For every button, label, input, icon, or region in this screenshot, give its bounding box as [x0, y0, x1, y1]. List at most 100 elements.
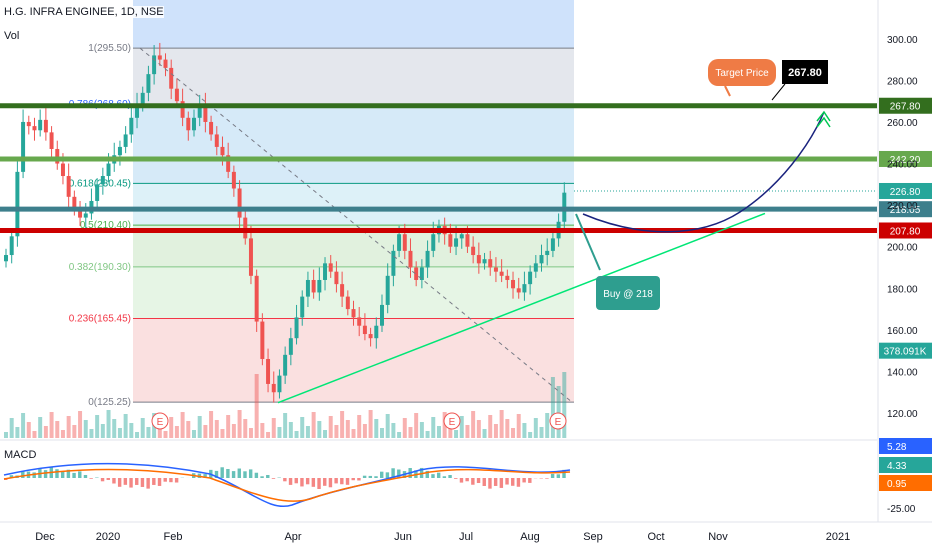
- macd-histogram-bar: [425, 470, 429, 478]
- price-tag-extra-bg-0: [879, 182, 932, 199]
- macd-histogram-bar: [260, 476, 264, 478]
- volume-bar: [351, 429, 356, 438]
- candle-body: [174, 88, 179, 102]
- volume-bar: [328, 416, 333, 438]
- support-trendline[interactable]: [277, 212, 766, 404]
- candle-body: [283, 354, 288, 376]
- volume-label: Vol: [4, 30, 20, 42]
- volume-bar: [556, 386, 561, 438]
- earnings-marker-2[interactable]: [549, 412, 567, 430]
- macd-histogram-bar: [60, 471, 65, 478]
- candle-body: [237, 188, 242, 218]
- macd-histogram-bar: [129, 478, 133, 488]
- volume-bar: [391, 423, 396, 438]
- macd-histogram-bar: [550, 473, 555, 478]
- candle-body: [123, 134, 128, 147]
- macd-histogram-bar: [157, 478, 162, 486]
- volume-bar: [294, 431, 299, 438]
- macd-histogram-bar: [106, 478, 110, 480]
- volume-bar: [465, 425, 470, 438]
- earnings-marker-0[interactable]: [151, 412, 169, 430]
- macd-histogram-bar: [431, 474, 435, 478]
- buy-callout-label: Buy @ 218: [603, 289, 653, 300]
- volume-bar: [26, 422, 31, 438]
- macd-histogram-bar: [556, 474, 561, 478]
- candle-body: [32, 126, 37, 131]
- target-arrow-icon: [816, 110, 831, 128]
- macd-histogram-bar: [146, 478, 150, 489]
- macd-histogram-bar: [112, 478, 116, 484]
- volume-bar: [95, 415, 100, 438]
- candle-body: [380, 304, 384, 326]
- volume-bar: [174, 426, 179, 438]
- volume-bar: [72, 425, 77, 438]
- volume-bar: [277, 427, 282, 438]
- volume-bar: [539, 427, 544, 438]
- candle-body: [511, 279, 516, 289]
- candle-body: [135, 105, 140, 118]
- macd-histogram-bar: [248, 469, 253, 478]
- volume-bar: [169, 417, 174, 438]
- target-value-box: [782, 60, 828, 84]
- macd-histogram-bar: [55, 469, 59, 478]
- candle-body: [100, 176, 105, 185]
- volume-bar: [334, 425, 339, 438]
- volume-bar: [266, 432, 271, 438]
- target-value-pointer: [771, 83, 786, 101]
- buy-callout-box[interactable]: [596, 276, 660, 310]
- y-tick-label: 140.00: [887, 367, 918, 378]
- volume-bar: [493, 424, 498, 438]
- volume-bar: [9, 418, 14, 438]
- macd-histogram-bar: [163, 478, 167, 482]
- x-tick-label: Nov: [708, 531, 728, 543]
- macd-histogram-bar: [78, 471, 82, 478]
- chart-title: H.G. INFRA ENGINEE, 1D, NSE: [4, 6, 164, 18]
- macd-histogram-bar: [271, 478, 276, 479]
- candle-body: [294, 317, 299, 339]
- candle-body: [260, 321, 265, 359]
- fib-trend-dashed-line: [139, 47, 573, 403]
- volume-bar: [214, 420, 219, 438]
- y-tick-label: 300.00: [887, 35, 918, 46]
- candle-body: [203, 105, 208, 122]
- macd-histogram-bar: [72, 472, 76, 478]
- volume-bar: [43, 426, 48, 438]
- volume-bar: [237, 410, 242, 438]
- volume-bar: [374, 419, 379, 438]
- macd-histogram-bar: [436, 472, 441, 478]
- y-tick-label: 260.00: [887, 118, 918, 129]
- candle-body: [129, 117, 134, 135]
- macd-histogram-bar: [266, 474, 270, 478]
- candle-body: [305, 279, 310, 297]
- candle-body: [95, 184, 100, 201]
- target-price-bubble-label: Target Price: [715, 68, 769, 79]
- earnings-marker-label-1: E: [449, 417, 456, 428]
- price-tag-label-1: 242.20: [890, 155, 921, 166]
- candle-body: [66, 176, 71, 197]
- macd-histogram-bar: [334, 478, 338, 484]
- macd-histogram-bar: [448, 475, 452, 478]
- earnings-marker-1[interactable]: [443, 412, 461, 430]
- projection-curve[interactable]: [582, 111, 825, 233]
- candle-body: [357, 317, 362, 326]
- macd-histogram-bar: [493, 478, 498, 486]
- volume-bar: [55, 421, 60, 438]
- macd-histogram-bar: [237, 468, 241, 478]
- candle-body: [226, 155, 231, 172]
- volume-bar: [106, 410, 111, 438]
- candle-body: [271, 383, 276, 393]
- volume-bar: [209, 411, 214, 438]
- macd-histogram-bar: [21, 470, 25, 478]
- target-price-bubble[interactable]: [708, 59, 776, 86]
- candle-body: [146, 74, 151, 93]
- y-tick-label: 220.00: [887, 201, 918, 212]
- macd-histogram-bar: [351, 478, 355, 481]
- volume-bar: [283, 413, 288, 438]
- candle-body: [186, 117, 191, 131]
- candle-body: [163, 59, 168, 68]
- volume-bar: [419, 422, 424, 438]
- volume-bar: [100, 424, 105, 438]
- volume-bar: [305, 426, 310, 438]
